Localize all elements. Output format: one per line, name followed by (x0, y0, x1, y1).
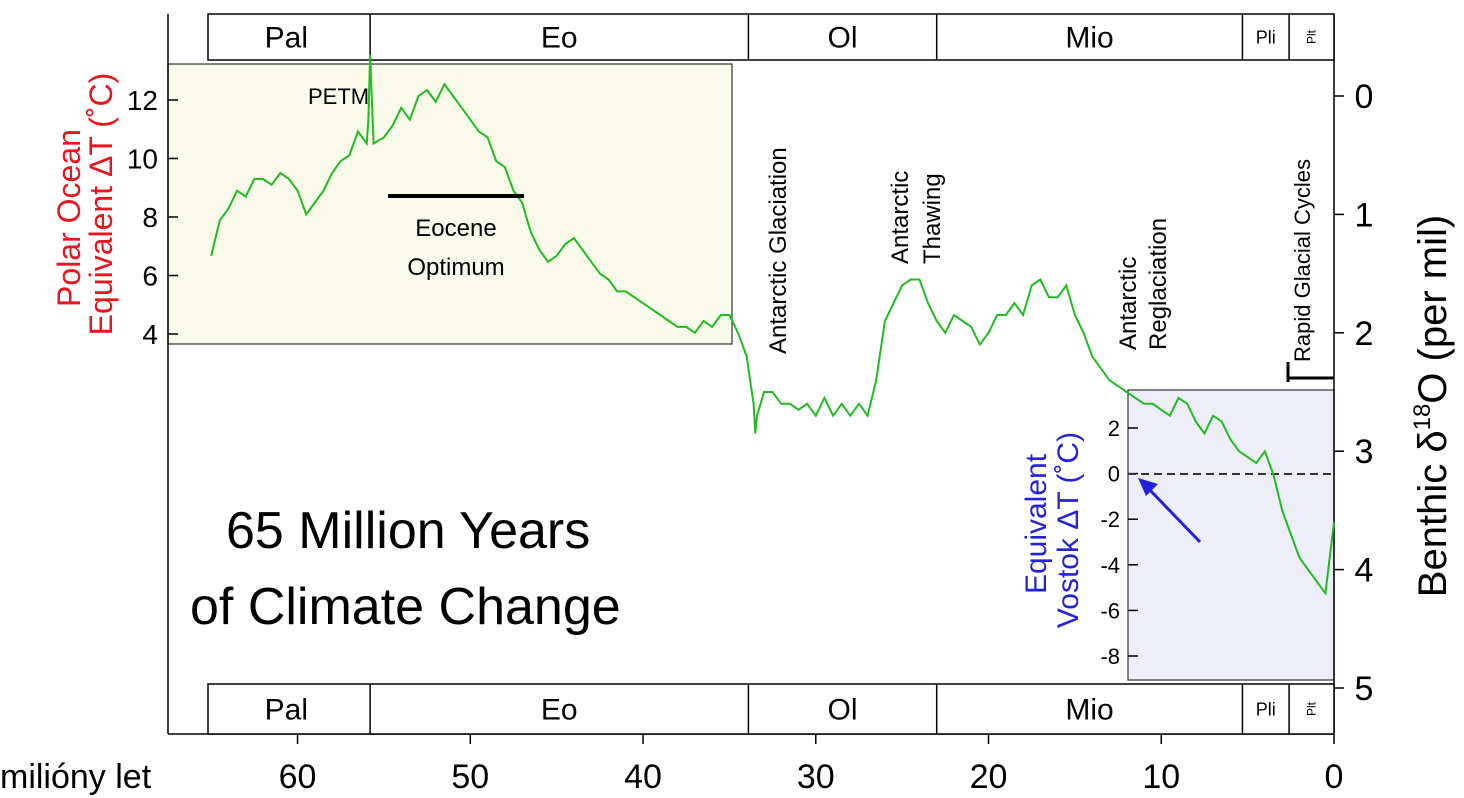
epoch-label: Mio (1065, 694, 1113, 727)
x-tick-label: 0 (1325, 758, 1344, 796)
epoch-label: Pli (1256, 27, 1276, 47)
epoch-label: Mio (1065, 22, 1113, 55)
polar-axis-ticks: 12 10 8 6 4 (127, 85, 178, 350)
right-tick-label: 5 (1355, 670, 1374, 708)
epoch-label: Plt (1305, 701, 1319, 716)
epoch-bar-frame (207, 683, 1335, 735)
antarctic-thawing-label-2: Thawing (919, 173, 946, 264)
polar-tick-label: 4 (142, 319, 158, 350)
polar-axis-label-1: Polar Ocean (51, 129, 87, 307)
vostok-arrow-head (1138, 478, 1158, 496)
epoch-label: Plt (1305, 29, 1319, 44)
rapid-glacial-cycles-label: Rapid Glacial Cycles (1290, 159, 1315, 362)
epoch-label: Pal (265, 694, 308, 727)
eocene-optimum-label-2: Optimum (407, 254, 504, 281)
vostok-axis-label-2: Vostok ΔT (˚C) (1052, 432, 1085, 628)
antarctic-reglaciation-label-1: Antarctic (1115, 257, 1142, 350)
epoch-label: Ol (828, 694, 858, 727)
x-tick-label: 40 (624, 758, 662, 796)
x-tick-label: 30 (797, 758, 835, 796)
right-tick-label: 0 (1355, 78, 1374, 116)
epoch-bar-top: Pal Eo Ol Mio Pli Plt (207, 13, 1335, 61)
polar-tick-label: 10 (127, 144, 158, 175)
right-axis-ticks: 0 1 2 3 4 5 (1334, 78, 1373, 708)
vostok-axis-ticks: 2 0 -2 -4 -6 -8 (1100, 416, 1138, 669)
polar-tick-label: 8 (142, 202, 158, 233)
epoch-label: Pli (1256, 699, 1276, 719)
epoch-label: Eo (541, 694, 578, 727)
vostok-tick-label: 2 (1108, 416, 1120, 441)
antarctic-reglaciation-label-2: Reglaciation (1145, 218, 1172, 350)
vostok-tick-label: -4 (1100, 553, 1120, 578)
epoch-bar-frame (207, 13, 1335, 61)
right-tick-label: 1 (1355, 196, 1374, 234)
x-axis-ticks: 60 50 40 30 20 10 0 (279, 734, 1344, 796)
right-axis-label-sup: 18 (1409, 404, 1436, 431)
vostok-panel (1127, 389, 1335, 681)
epoch-label: Ol (828, 22, 858, 55)
right-axis-label-main: Benthic δ (1411, 430, 1455, 597)
vostok-tick-label: -6 (1100, 598, 1120, 623)
vostok-tick-label: -8 (1100, 644, 1120, 669)
epoch-bar-bottom: Pal Eo Ol Mio Pli Plt (207, 683, 1335, 735)
x-tick-label: 60 (279, 758, 317, 796)
epoch-label: Eo (541, 22, 578, 55)
benthic-series-line (210, 54, 1335, 596)
petm-label: PETM (308, 84, 369, 109)
chart-title-line-1: 65 Million Years (226, 502, 590, 560)
right-tick-label: 2 (1355, 315, 1374, 353)
polar-ocean-panel (167, 63, 733, 345)
right-axis-label: Benthic δ18O (per mil) (1409, 215, 1455, 597)
vostok-tick-label: -2 (1100, 507, 1120, 532)
x-axis-label: milióny let (0, 758, 152, 796)
vostok-tick-label: 0 (1108, 462, 1120, 487)
polar-tick-label: 6 (142, 261, 158, 292)
x-tick-label: 20 (970, 758, 1008, 796)
right-tick-label: 4 (1355, 552, 1374, 590)
polar-tick-label: 12 (127, 85, 158, 116)
x-tick-label: 50 (451, 758, 489, 796)
antarctic-thawing-label-1: Antarctic (887, 171, 914, 264)
polar-axis-label-2: Equivalent ΔT (˚C) (83, 73, 119, 336)
right-tick-label: 3 (1355, 433, 1374, 471)
vostok-arrow (1144, 484, 1202, 544)
eocene-optimum-label-1: Eocene (415, 215, 496, 242)
x-tick-label: 10 (1142, 758, 1180, 796)
right-axis-label-tail: O (per mil) (1411, 215, 1455, 404)
epoch-label: Pal (265, 22, 308, 55)
antarctic-glaciation-label: Antarctic Glaciation (765, 147, 792, 354)
vostok-axis-label-1: Equivalent (1020, 453, 1053, 594)
chart-title-line-2: of Climate Change (190, 578, 621, 636)
